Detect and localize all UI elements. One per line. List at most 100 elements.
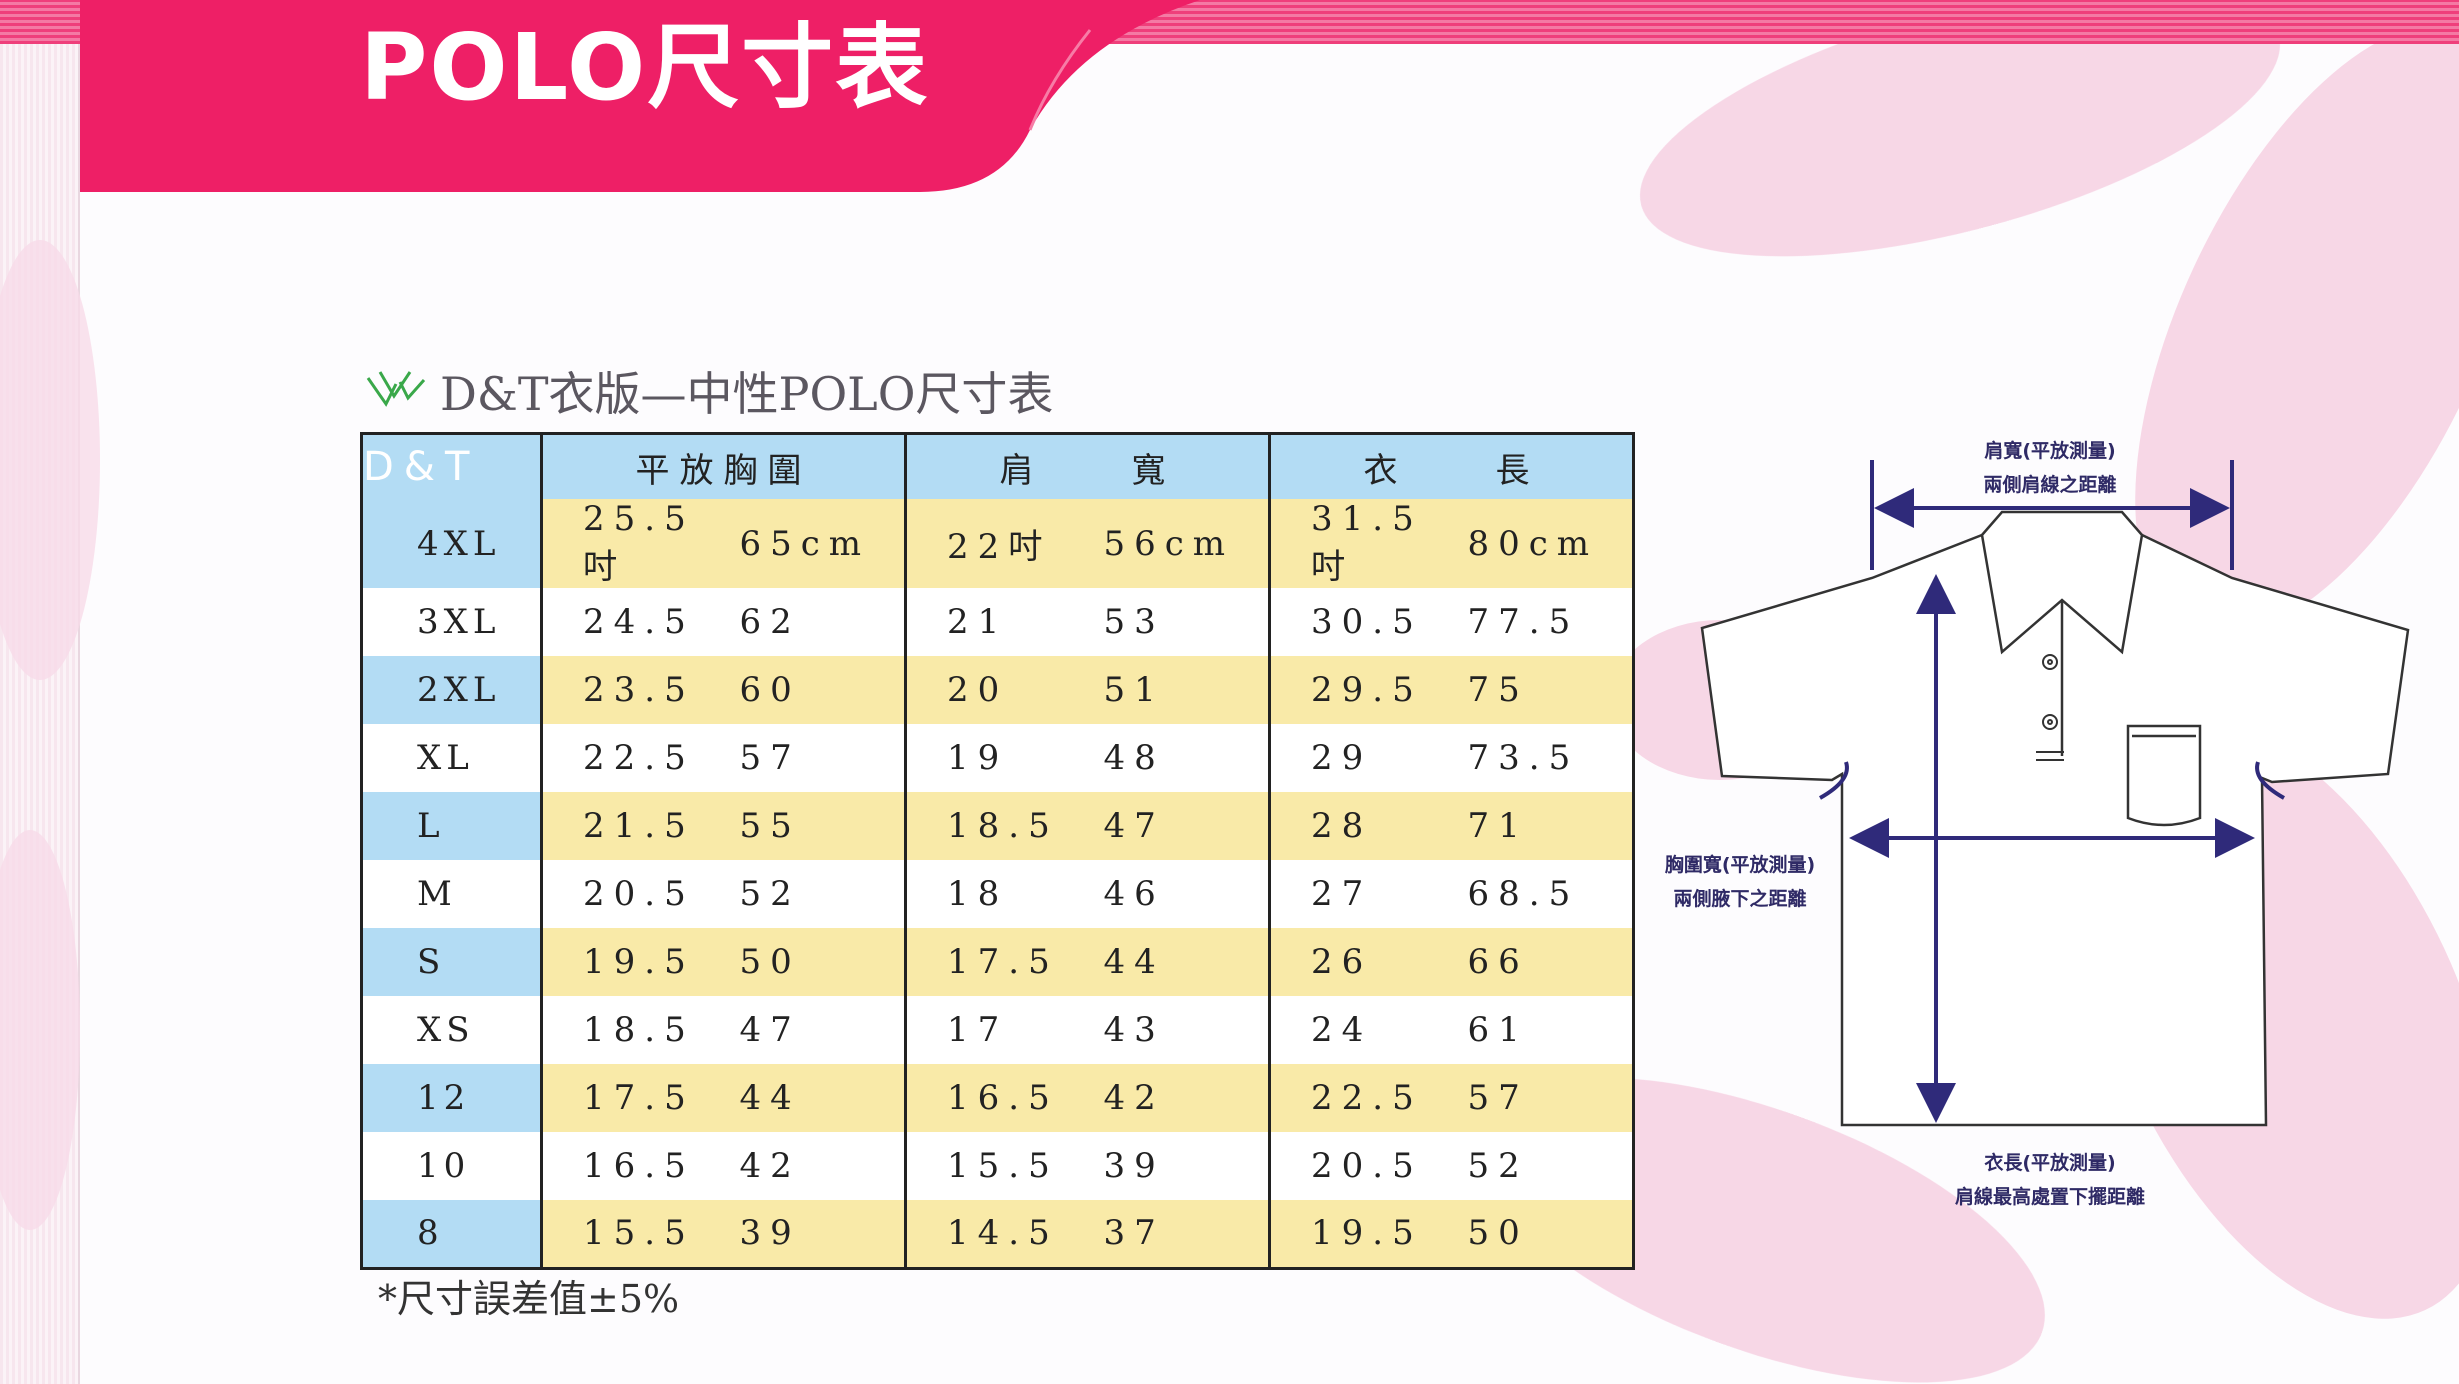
chest-cm-cell: 50	[725, 928, 906, 996]
table-row: 10 16.5 42 15.5 39 20.5 52	[361, 1132, 1634, 1200]
chest-inch-cell: 24.5	[540, 588, 726, 656]
size-cell: 4XL	[361, 499, 542, 588]
size-cell: L	[361, 792, 542, 860]
shoulder-header: 肩 寬	[904, 433, 1270, 499]
chest-inch-cell: 16.5	[540, 1132, 726, 1200]
shoulder-inch-cell: 17.5	[904, 928, 1090, 996]
length-cm-cell: 50	[1453, 1200, 1634, 1268]
chest-cm-cell: 52	[725, 860, 906, 928]
shoulder-cm-cell: 44	[1089, 928, 1270, 996]
length-inch-cell: 26	[1268, 928, 1454, 996]
length-inch-cell: 19.5	[1268, 1200, 1454, 1268]
chest-inch-cell: 23.5	[540, 656, 726, 724]
shoulder-cm-cell: 56cm	[1089, 499, 1270, 588]
length-inch-cell: 29	[1268, 724, 1454, 792]
length-label: 衣長(平放測量) 肩線最高處置下擺距離	[1930, 1146, 2170, 1214]
shoulder-cm-cell: 53	[1089, 588, 1270, 656]
shoulder-cm-cell: 39	[1089, 1132, 1270, 1200]
table-row: L 21.5 55 18.5 47 28 71	[361, 792, 1634, 860]
section-subtitle: D&T衣版—中性POLO尺寸表	[440, 367, 1054, 421]
shoulder-cm-cell: 51	[1089, 656, 1270, 724]
shoulder-inch-cell: 16.5	[904, 1064, 1090, 1132]
length-inch-cell: 27	[1268, 860, 1454, 928]
shoulder-inch-cell: 21	[904, 588, 1090, 656]
shoulder-cm-cell: 43	[1089, 996, 1270, 1064]
table-row: XS 18.5 47 17 43 24 61	[361, 996, 1634, 1064]
size-cell: 10	[361, 1132, 542, 1200]
table-row: S 19.5 50 17.5 44 26 66	[361, 928, 1634, 996]
length-inch-cell: 28	[1268, 792, 1454, 860]
polo-shirt-illustration	[1700, 460, 2410, 1127]
chest-inch-cell: 15.5	[540, 1200, 726, 1268]
shoulder-inch-cell: 19	[904, 724, 1090, 792]
length-cm-cell: 80cm	[1453, 499, 1634, 588]
length-inch-cell: 31.5吋	[1268, 499, 1454, 588]
shoulder-cm-cell: 46	[1089, 860, 1270, 928]
length-inch-cell: 24	[1268, 996, 1454, 1064]
table-row: 4XL 25.5吋 65cm 22吋 56cm 31.5吋 80cm	[361, 499, 1634, 588]
shoulder-inch-cell: 22吋	[904, 499, 1090, 588]
length-cm-cell: 61	[1453, 996, 1634, 1064]
shoulder-label-line1: 肩寬(平放測量)	[1984, 440, 2116, 462]
size-cell: XL	[361, 724, 542, 792]
shoulder-inch-cell: 15.5	[904, 1132, 1090, 1200]
length-label-line1: 衣長(平放測量)	[1984, 1152, 2116, 1174]
shoulder-inch-cell: 20	[904, 656, 1090, 724]
chest-cm-cell: 65cm	[725, 499, 906, 588]
shoulder-label-line2: 兩側肩線之距離	[1983, 474, 2117, 496]
shoulder-inch-cell: 18	[904, 860, 1090, 928]
shoulder-label: 肩寬(平放測量) 兩側肩線之距離	[1950, 434, 2150, 502]
chest-cm-cell: 42	[725, 1132, 906, 1200]
length-header: 衣 長	[1268, 433, 1634, 499]
length-cm-cell: 57	[1453, 1064, 1634, 1132]
size-cell: XS	[361, 996, 542, 1064]
table-row: 2XL 23.5 60 20 51 29.5 75	[361, 656, 1634, 724]
size-cell: 2XL	[361, 656, 542, 724]
length-cm-cell: 71	[1453, 792, 1634, 860]
length-cm-cell: 75	[1453, 656, 1634, 724]
chest-inch-cell: 17.5	[540, 1064, 726, 1132]
size-chart-table: D&T 平放胸圍 肩 寬 衣 長 4XL 25.5吋 65cm 22吋 56cm 31.5…	[360, 432, 1635, 1270]
chest-inch-cell: 19.5	[540, 928, 726, 996]
chest-inch-cell: 21.5	[540, 792, 726, 860]
header-banner	[80, 0, 1200, 192]
chest-inch-cell: 20.5	[540, 860, 726, 928]
table-row: M 20.5 52 18 46 27 68.5	[361, 860, 1634, 928]
chest-cm-cell: 47	[725, 996, 906, 1064]
chest-cm-cell: 39	[725, 1200, 906, 1268]
length-inch-cell: 20.5	[1268, 1132, 1454, 1200]
shoulder-cm-cell: 37	[1089, 1200, 1270, 1268]
length-cm-cell: 68.5	[1453, 860, 1634, 928]
size-cell: S	[361, 928, 542, 996]
page-title: POLO尺寸表	[360, 14, 930, 121]
length-cm-cell: 77.5	[1453, 588, 1634, 656]
chest-inch-cell: 22.5	[540, 724, 726, 792]
chest-label-line2: 兩側腋下之距離	[1673, 888, 1807, 910]
brand-header: D&T	[361, 433, 542, 499]
table-header-row: D&T 平放胸圍 肩 寬 衣 長	[361, 433, 1634, 499]
length-cm-cell: 52	[1453, 1132, 1634, 1200]
table-row: 3XL 24.5 62 21 53 30.5 77.5	[361, 588, 1634, 656]
measurement-diagram: 肩寬(平放測量) 兩側肩線之距離 胸圍寬(平放測量) 兩側腋下之距離 衣長(平放…	[1660, 420, 2440, 1240]
size-cell: 12	[361, 1064, 542, 1132]
chest-cm-cell: 44	[725, 1064, 906, 1132]
chest-inch-cell: 18.5	[540, 996, 726, 1064]
size-cell: 3XL	[361, 588, 542, 656]
table-row: 8 15.5 39 14.5 37 19.5 50	[361, 1200, 1634, 1268]
chest-header: 平放胸圍	[540, 433, 906, 499]
shoulder-cm-cell: 47	[1089, 792, 1270, 860]
shoulder-cm-cell: 42	[1089, 1064, 1270, 1132]
chest-inch-cell: 25.5吋	[540, 499, 726, 588]
chest-cm-cell: 57	[725, 724, 906, 792]
shoulder-inch-cell: 14.5	[904, 1200, 1090, 1268]
table-row: 12 17.5 44 16.5 42 22.5 57	[361, 1064, 1634, 1132]
length-inch-cell: 29.5	[1268, 656, 1454, 724]
tolerance-note: *尺寸誤差值±5%	[378, 1277, 680, 1321]
shoulder-inch-cell: 17	[904, 996, 1090, 1064]
size-cell: 8	[361, 1200, 542, 1268]
length-inch-cell: 22.5	[1268, 1064, 1454, 1132]
chevron-down-icon	[366, 371, 426, 407]
size-cell: M	[361, 860, 542, 928]
table-row: XL 22.5 57 19 48 29 73.5	[361, 724, 1634, 792]
length-label-line2: 肩線最高處置下擺距離	[1954, 1186, 2145, 1208]
